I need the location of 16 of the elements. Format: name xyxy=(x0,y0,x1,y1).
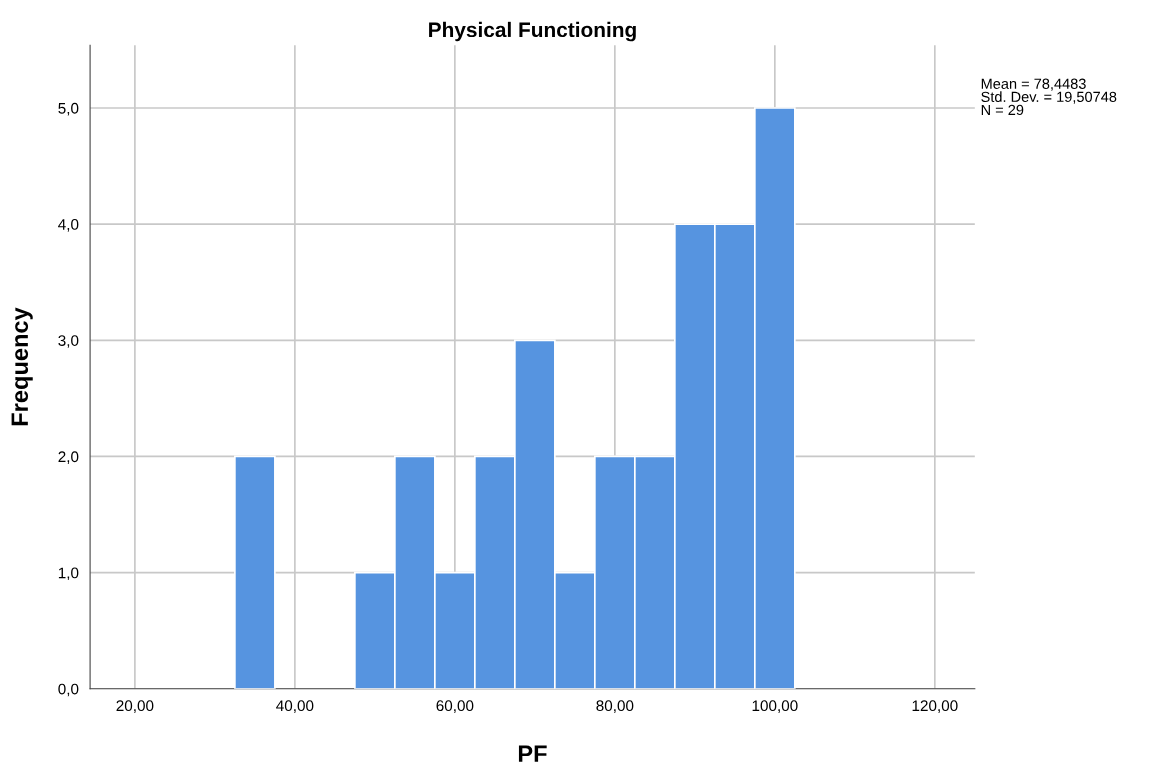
x-tick-label: 40,00 xyxy=(276,700,314,713)
x-tick-label: 100,00 xyxy=(752,700,798,713)
x-tick-label: 120,00 xyxy=(912,700,958,713)
x-tick-label: 60,00 xyxy=(436,700,474,713)
chart-title: Physical Functioning xyxy=(429,21,636,42)
x-tick-label: 80,00 xyxy=(596,700,634,713)
y-tick-label: 1,0 xyxy=(58,567,79,581)
x-tick-label: 20,00 xyxy=(116,700,154,713)
y-tick-label: 4,0 xyxy=(58,219,79,232)
y-tick-label: 3,0 xyxy=(58,335,79,348)
y-axis-title: Frequency xyxy=(11,307,33,426)
text: Mean = 78,4483 Std. Dev. = 19,50748 N = 29 xyxy=(981,78,1117,116)
y-tick-label: 2,0 xyxy=(58,451,79,464)
y-tick-label: 5,0 xyxy=(58,102,79,116)
y-tick-label: 0,0 xyxy=(58,683,79,697)
x-axis-title: PF xyxy=(518,745,547,762)
